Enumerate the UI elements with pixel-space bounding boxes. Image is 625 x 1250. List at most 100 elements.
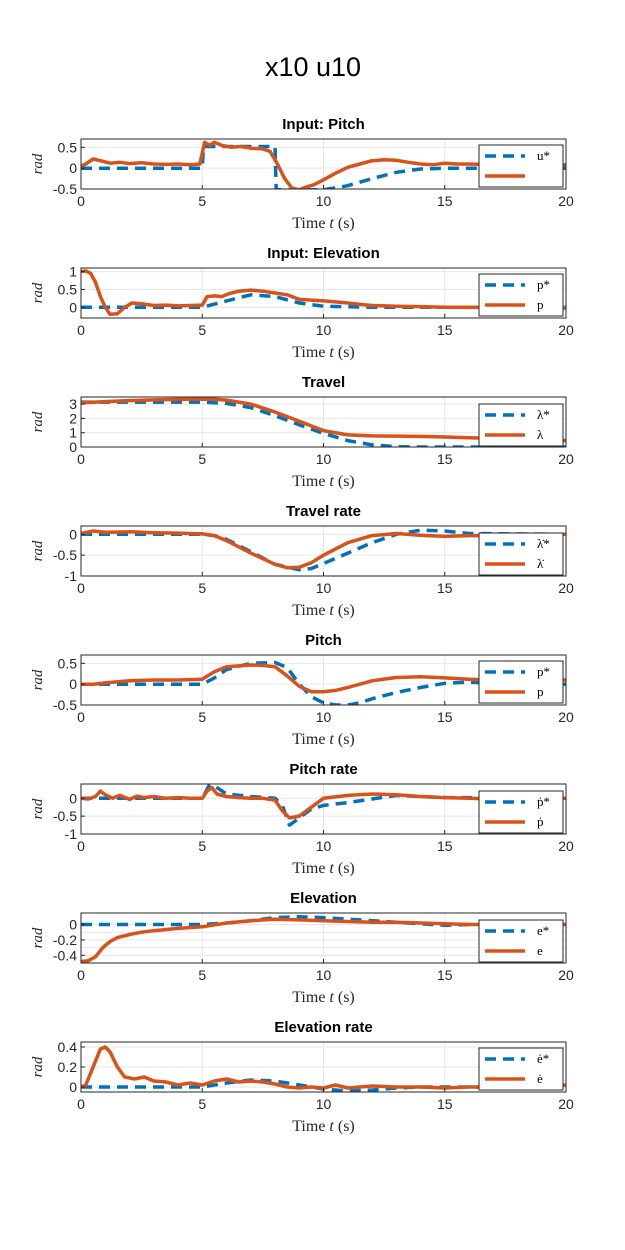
x-tick-label: 15	[437, 1096, 453, 1112]
y-axis-label: rad	[30, 153, 46, 174]
legend-box	[478, 1047, 564, 1091]
legend-box	[478, 660, 564, 704]
series-line-measured	[81, 269, 566, 317]
x-tick-label: 0	[77, 967, 85, 983]
x-axis-label: Time t (s)	[292, 473, 355, 490]
x-axis-label: Time t (s)	[292, 344, 355, 361]
y-tick-label: 0.5	[58, 139, 78, 155]
subplot-title: Travel	[302, 374, 345, 391]
y-tick-label: 0.2	[58, 1059, 78, 1075]
x-tick-label: 20	[558, 580, 574, 596]
x-tick-label: 15	[437, 451, 453, 467]
legend: λ̇* λ̇	[478, 532, 564, 576]
series-line-reference	[81, 293, 566, 310]
x-tick-label: 15	[437, 580, 453, 596]
legend: e* e	[478, 919, 564, 963]
x-tick-label: 15	[437, 322, 453, 338]
series-line-measured	[81, 785, 566, 820]
legend-label: ė	[537, 1071, 543, 1086]
series-line-measured	[81, 917, 566, 963]
x-axis-label: Time t (s)	[292, 989, 355, 1006]
y-tick-label: 0	[69, 160, 77, 176]
legend-label: λ	[537, 427, 544, 442]
x-tick-label: 15	[437, 967, 453, 983]
legend-label: λ̇*	[537, 536, 550, 551]
figure-title: x10 u10	[265, 52, 361, 82]
x-tick-label: 0	[77, 709, 85, 725]
x-tick-label: 0	[77, 451, 85, 467]
subplot-2: Input: Elevation 0 5 10 15 20 10.5 0 Time t (s) r…	[30, 245, 574, 361]
x-tick-label: 10	[316, 838, 332, 854]
x-tick-label: 10	[316, 451, 332, 467]
subplot-8: Elevation rate 0 5 10 15 20 0.4 0.2 0 Time t (s) r…	[30, 1019, 574, 1135]
x-tick-label: 15	[437, 193, 453, 209]
x-tick-label: 5	[198, 709, 206, 725]
series-line-measured	[81, 140, 566, 189]
legend-label: e	[537, 943, 543, 958]
series-line-reference	[81, 400, 566, 447]
x-tick-label: 20	[558, 451, 574, 467]
series-line-reference	[81, 660, 566, 705]
y-tick-label: 2	[69, 410, 77, 426]
y-axis-label: rad	[30, 798, 46, 819]
y-tick-label: 0	[69, 790, 77, 806]
x-tick-label: 0	[77, 193, 85, 209]
y-tick-label: 0	[69, 917, 77, 933]
series-line-measured	[81, 1045, 566, 1090]
y-axis-label: rad	[30, 540, 46, 561]
x-tick-label: 20	[558, 709, 574, 725]
subplot-title: Input: Elevation	[267, 245, 380, 262]
x-tick-label: 20	[558, 838, 574, 854]
x-tick-label: 10	[316, 322, 332, 338]
y-tick-label: -0.5	[53, 697, 77, 713]
legend-box	[478, 919, 564, 963]
y-tick-label: 1	[69, 425, 77, 441]
x-tick-label: 10	[316, 967, 332, 983]
y-tick-label: 0	[69, 676, 77, 692]
y-tick-label: 1	[69, 264, 77, 280]
x-tick-label: 10	[316, 580, 332, 596]
legend: p* p	[478, 660, 564, 704]
x-tick-label: 0	[77, 322, 85, 338]
x-tick-label: 5	[198, 838, 206, 854]
y-tick-label: -1	[65, 568, 78, 584]
x-tick-label: 5	[198, 580, 206, 596]
y-tick-label: -1	[65, 826, 78, 842]
legend-label: ṗ	[537, 814, 544, 829]
x-tick-label: 15	[437, 838, 453, 854]
y-tick-label: 0.5	[58, 655, 78, 671]
y-axis-label: rad	[30, 669, 46, 690]
x-tick-label: 10	[316, 193, 332, 209]
subplot-title: Pitch	[305, 632, 342, 649]
legend-label: ṗ*	[537, 794, 550, 809]
x-tick-label: 15	[437, 709, 453, 725]
x-tick-label: 20	[558, 1096, 574, 1112]
y-tick-label: -0.2	[53, 932, 77, 948]
x-tick-label: 10	[316, 1096, 332, 1112]
legend-label: p*	[537, 277, 550, 292]
y-axis-label: rad	[30, 1056, 46, 1077]
x-tick-label: 20	[558, 967, 574, 983]
legend-box	[478, 273, 564, 317]
series-line-reference	[81, 528, 566, 572]
legend-label: p	[537, 297, 544, 312]
legend-label: u*	[537, 148, 550, 163]
legend-box	[478, 144, 564, 188]
y-tick-label: 0	[69, 526, 77, 542]
subplot-title: Input: Pitch	[282, 116, 365, 133]
subplot-4: Travel rate 0 5 10 15 20 0 -0.5 -1 Time t (s) rad λ…	[30, 503, 574, 619]
y-tick-label: 3	[69, 396, 77, 412]
x-tick-label: 0	[77, 838, 85, 854]
legend: ṗ* ṗ	[478, 790, 564, 834]
y-tick-label: 0.4	[58, 1039, 78, 1055]
legend-box	[478, 532, 564, 576]
x-tick-label: 10	[316, 709, 332, 725]
subplot-title: Pitch rate	[289, 761, 357, 778]
